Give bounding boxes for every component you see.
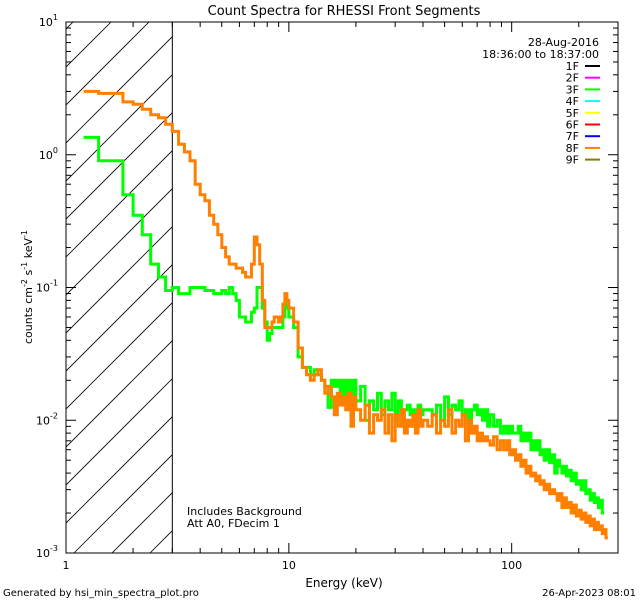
legend-label-6F: 6F <box>566 119 579 132</box>
annotation-background: Includes Background <box>187 505 302 518</box>
x-axis-tick-labels: 1 10 100 <box>63 559 523 572</box>
hatch-line <box>66 378 173 486</box>
legend-label-8F: 8F <box>566 142 579 155</box>
hatch-line <box>66 22 150 106</box>
y-tick-label: 100 <box>39 146 58 162</box>
x-tick-label: 100 <box>501 559 522 572</box>
axis-ticks <box>65 21 619 554</box>
x-tick-label: 1 <box>63 559 70 572</box>
y-tick-label: 101 <box>39 13 58 29</box>
timestamp-footer: 26-Apr-2023 08:01 <box>542 588 636 599</box>
series-line-3F <box>83 135 605 515</box>
hatch-line <box>66 188 173 296</box>
chart-title: Count Spectra for RHESSI Front Segments <box>208 4 481 19</box>
y-tick-label: 10-3 <box>36 544 58 560</box>
legend-label-3F: 3F <box>566 83 579 96</box>
hatch-line <box>66 416 173 524</box>
series-line-8F <box>83 89 608 540</box>
hatch-line <box>66 36 173 144</box>
legend-label-9F: 9F <box>566 154 579 167</box>
y-axis-tick-labels: 10-3 10-2 10-1 100 101 <box>36 13 58 560</box>
hatch-line <box>66 264 173 372</box>
legend-label-5F: 5F <box>566 107 579 120</box>
time-range-label: 18:36:00 to 18:37:00 <box>482 48 599 61</box>
legend-label-4F: 4F <box>566 95 579 108</box>
legend-label-2F: 2F <box>566 72 579 85</box>
y-tick-label: 10-2 <box>36 411 58 427</box>
hatch-line <box>66 22 112 68</box>
y-axis-label: counts cm-2 s-1 keV-1 <box>20 230 35 344</box>
hatch-line <box>66 226 173 334</box>
excluded-region-hatch <box>66 22 173 553</box>
hatch-line <box>66 150 173 258</box>
y-tick-label: 10-1 <box>36 279 58 295</box>
date-label: 28-Aug-2016 <box>528 36 599 49</box>
annotation-attenuator: Att A0, FDecim 1 <box>187 517 280 530</box>
legend-label-1F: 1F <box>566 60 579 73</box>
x-tick-label: 10 <box>282 559 296 572</box>
x-axis-label: Energy (keV) <box>305 576 382 590</box>
legend-label-7F: 7F <box>566 130 579 143</box>
generated-by-footer: Generated by hsi_min_spectra_plot.pro <box>3 588 199 599</box>
